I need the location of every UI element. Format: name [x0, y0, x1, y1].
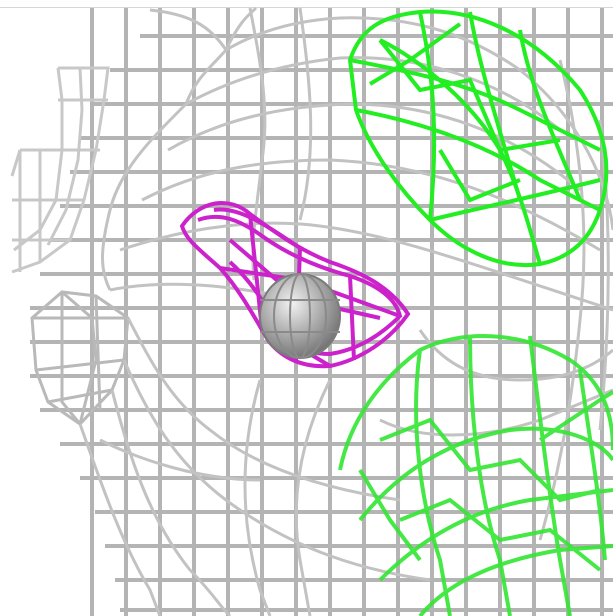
eyeball[interactable]: [260, 274, 340, 358]
eyeball-sphere: [260, 274, 340, 358]
nose-mesh[interactable]: [32, 292, 128, 424]
